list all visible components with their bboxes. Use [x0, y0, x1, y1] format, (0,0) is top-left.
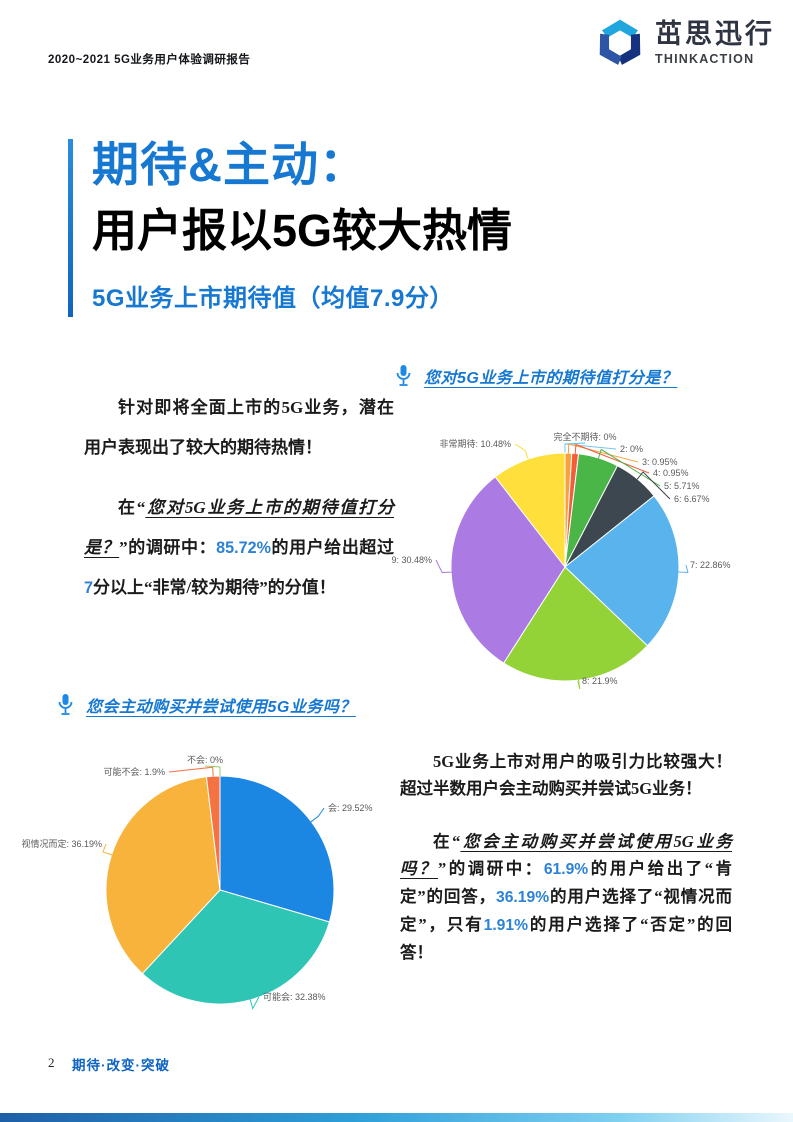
title-accent-bar — [68, 139, 73, 317]
paragraph-purchase-result: 在“您会主动购买并尝试使用5G业务吗？”的调研中：61.9%的用户给出了“肯定”… — [400, 828, 732, 966]
logo-name-en: THINKACTION — [655, 51, 755, 66]
paragraph-intro: 针对即将全面上市的5G业务，潜在用户表现出了较大的期待热情！ — [84, 388, 394, 468]
text-run: 的用户选择了“视情况而定”，只有 — [400, 887, 733, 934]
pie-leader-line-6 — [636, 471, 671, 500]
highlight-number: 7 — [84, 579, 93, 597]
paragraph-attraction: 5G业务上市对用户的吸引力比较强大！超过半数用户会主动购买并尝试5G业务！ — [400, 748, 732, 802]
pie-leader-line-不会 — [204, 765, 221, 777]
chart1-title-text: 您对5G业务上市的期待值打分是？ — [424, 370, 678, 387]
purchase-intention-pie-chart: 会: 29.52% 可能会: 32.38% 视情况而定: 36.19% 可能不会: 1… — [21, 754, 373, 1010]
chart1-question-header: 您对5G业务上市的期待值打分是？ — [395, 364, 677, 388]
pie-leader-line-7 — [678, 564, 689, 574]
text-run: 分以上“非常/较为期待”的分值！ — [92, 578, 336, 597]
text-run: 针对即将全面上市的5G业务，潜在用户表现出了较大的期待热情！ — [84, 398, 394, 457]
pie-leader-line-非常期待 — [514, 443, 529, 460]
pie-leader-line-9 — [435, 559, 452, 574]
report-header-title: 2020~2021 5G业务用户体验调研报告 — [48, 54, 251, 66]
pie-label-6: 6: 6.67% — [674, 494, 710, 504]
text-run: ”的调研中： — [438, 859, 544, 878]
chart2-title-text: 您会主动购买并尝试使用5G业务吗？ — [86, 699, 356, 716]
text-run: ”的调研中： — [119, 538, 217, 557]
pie-label-完全不期待: 完全不期待: 0% — [553, 431, 616, 442]
pie-label-7: 7: 22.86% — [690, 560, 731, 570]
page-title-line1: 期待&主动： — [92, 138, 367, 191]
text-run: 在“ — [118, 498, 146, 517]
pie-label-不会: 不会: 0% — [187, 754, 223, 765]
paragraph-expectation-result: 在“您对5G业务上市的期待值打分是？”的调研中：85.72%的用户给出超过 7分以… — [84, 488, 394, 608]
pie-label-9: 9: 30.48% — [391, 555, 432, 565]
pie-leader-line-8 — [577, 679, 581, 690]
right-text-column: 5G业务上市对用户的吸引力比较强大！超过半数用户会主动购买并尝试5G业务！ 在“… — [400, 748, 732, 966]
pie-label-2: 2: 0% — [620, 444, 643, 454]
pie-leader-line-可能不会 — [168, 766, 214, 777]
page-number: 2 — [48, 1055, 55, 1070]
left-text-column: 针对即将全面上市的5G业务，潜在用户表现出了较大的期待热情！ 在“您对5G业务上… — [84, 388, 394, 608]
pie-label-可能会: 可能会: 32.38% — [263, 991, 326, 1002]
microphone-icon — [58, 694, 73, 715]
chart2-question-header: 您会主动购买并尝试使用5G业务吗？ — [57, 693, 356, 717]
title-block: 期待&主动： 用户报以5G较大热情 5G业务上市期待值（均值7.9分） — [92, 134, 512, 313]
text-run: 的用户选择了“否定”的回答！ — [400, 915, 733, 962]
thinkaction-logo-icon — [599, 19, 641, 65]
text-run: 的用户给出超过 — [270, 538, 395, 557]
pie-label-视情况而定: 视情况而定: 36.19% — [21, 838, 102, 849]
pie-leader-line-可能会 — [249, 996, 260, 1010]
text-run: 在“ — [433, 832, 461, 851]
pie-label-4: 4: 0.95% — [653, 468, 689, 478]
pie-leader-line-3 — [567, 443, 639, 463]
highlight-number: 1.91% — [483, 917, 529, 934]
pie-label-非常期待: 非常期待: 10.48% — [439, 438, 511, 449]
pie-leader-line-2 — [564, 443, 617, 454]
footer-accent-bar — [0, 1113, 793, 1122]
thinkaction-logo: 茁思迅行 THINKACTION — [593, 16, 775, 70]
logo-text: 茁思迅行 THINKACTION — [655, 19, 775, 66]
pie-label-8: 8: 21.9% — [582, 676, 618, 686]
quoted-question: 您会主动购买并尝试使用5G业务吗？ — [400, 832, 732, 878]
highlight-number: 61.9% — [543, 861, 589, 878]
page-subtitle: 5G业务上市期待值（均值7.9分） — [92, 285, 454, 312]
pie-label-5: 5: 5.71% — [664, 481, 700, 491]
logo-name-cn: 茁思迅行 — [655, 19, 775, 50]
highlight-number: 36.19% — [496, 889, 550, 906]
quoted-question: 您对5G业务上市的期待值打分是？ — [84, 498, 395, 557]
pie-label-3: 3: 0.95% — [642, 457, 678, 467]
highlight-number: 85.72% — [216, 539, 271, 557]
text-run: 的用户给出了“肯定”的回答， — [400, 859, 733, 906]
footer-slogan: 期待·改变·突破 — [72, 1058, 170, 1073]
pie-leader-line-会 — [310, 807, 325, 823]
text-run: 5G业务上市对用户的吸引力比较强大！超过半数用户会主动购买并尝试5G业务！ — [400, 752, 732, 798]
pie-label-可能不会: 可能不会: 1.9% — [103, 766, 165, 777]
expectation-score-pie-chart: 完全不期待: 0% 2: 0% 3: 0.95%4: 0.95% 5: 5.71% 6:… — [391, 431, 731, 690]
pie-leader-line-5 — [597, 448, 661, 487]
microphone-icon — [396, 365, 411, 386]
pie-label-会: 会: 29.52% — [328, 802, 373, 813]
page-title-line2: 用户报以5G较大热情 — [92, 205, 513, 256]
pie-leader-line-视情况而定 — [102, 843, 113, 856]
